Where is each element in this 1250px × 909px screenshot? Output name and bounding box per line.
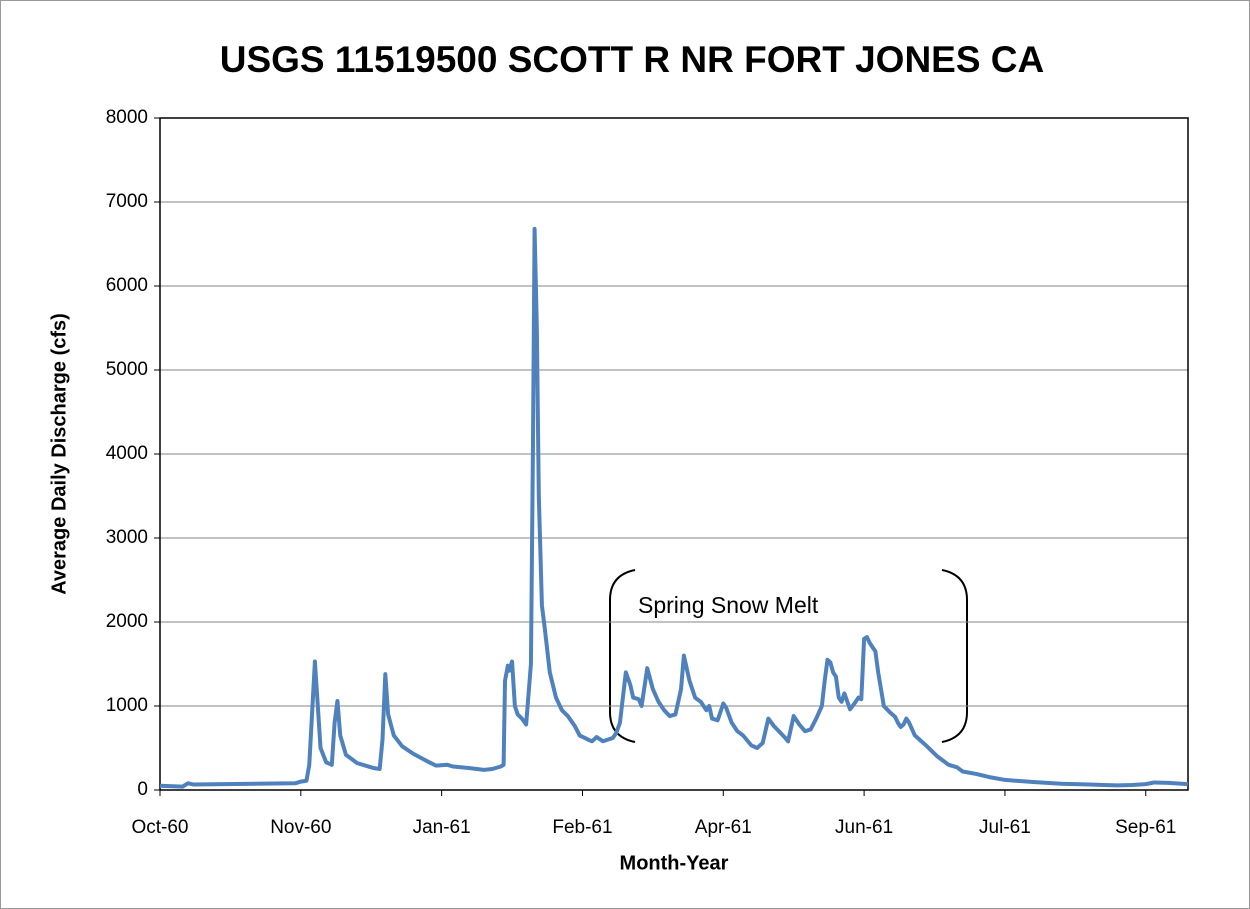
y-tick-label: 3000 [106, 527, 148, 548]
bracket-right [941, 569, 968, 743]
x-tick-label: Jul-61 [979, 817, 1031, 838]
data-line [159, 226, 1189, 789]
y-tick-label: 7000 [106, 191, 148, 212]
x-tick-label: Nov-60 [270, 817, 331, 838]
bracket-left [609, 569, 636, 743]
chart-title: USGS 11519500 SCOTT R NR FORT JONES CA [220, 39, 1045, 80]
annotation: Spring Snow Melt [638, 592, 819, 618]
y-tick-label: 8000 [106, 107, 148, 128]
x-tick-label: Sep-61 [1115, 817, 1176, 838]
x-tick-label: Apr-61 [695, 817, 752, 838]
plot-frame [159, 117, 1189, 791]
y-tick-label: 1000 [106, 695, 148, 716]
x-tick-label: Jun-61 [835, 817, 893, 838]
y-tick-label: 0 [137, 779, 148, 800]
y-axis-label: Average Daily Discharge (cfs) [48, 313, 70, 595]
y-tick-label: 5000 [106, 359, 148, 380]
x-tick-label: Feb-61 [552, 817, 612, 838]
y-tick-label: 4000 [106, 443, 148, 464]
x-axis-label: Month-Year [620, 852, 729, 874]
y-tick-label: 6000 [106, 275, 148, 296]
x-tick-label: Oct-60 [131, 817, 188, 838]
x-tick-label: Jan-61 [413, 817, 471, 838]
y-tick-label: 2000 [106, 611, 148, 632]
